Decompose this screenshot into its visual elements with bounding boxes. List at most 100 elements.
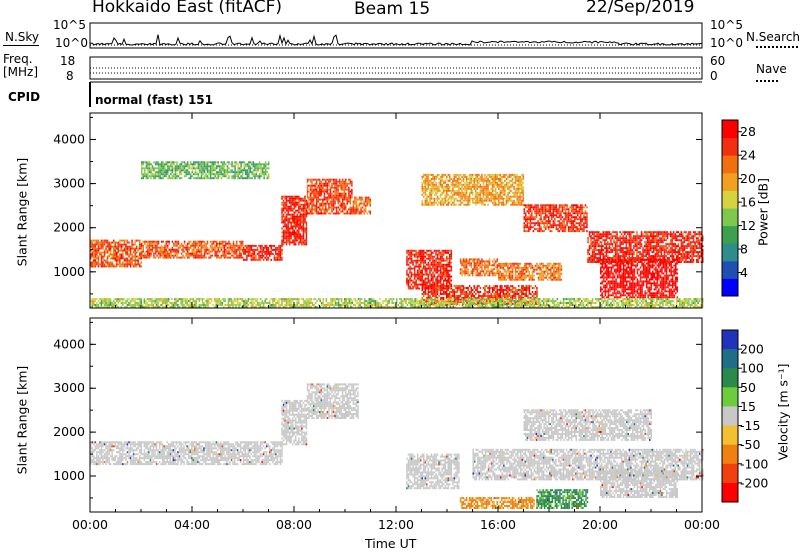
- power-cell: [285, 235, 288, 238]
- power-cell: [630, 239, 632, 242]
- power-cell: [554, 272, 557, 275]
- power-cell: [475, 185, 477, 188]
- power-cell: [485, 175, 488, 178]
- power-cell: [505, 181, 508, 184]
- power-cell: [577, 228, 579, 231]
- power-cell: [438, 187, 440, 190]
- power-cell: [554, 224, 556, 227]
- power-cell: [677, 253, 679, 256]
- power-cell: [487, 262, 489, 265]
- power-cell: [544, 218, 547, 221]
- power-cell: [341, 208, 344, 211]
- power-cell: [620, 247, 623, 250]
- power-cell: [281, 219, 283, 222]
- power-cell: [521, 201, 523, 204]
- power-cell: [639, 239, 641, 242]
- power-cell: [586, 230, 588, 233]
- power-cell: [135, 245, 138, 248]
- power-cell: [507, 274, 509, 277]
- power-cell: [599, 253, 601, 256]
- power-cell: [633, 231, 635, 234]
- power-cell: [211, 248, 213, 251]
- power-cell: [267, 248, 269, 251]
- power-cell: [587, 257, 589, 259]
- power-cell: [144, 242, 146, 245]
- power-cell: [450, 269, 453, 272]
- power-cell: [293, 207, 295, 210]
- power-cell: [105, 249, 107, 252]
- power-cell: [468, 195, 471, 198]
- power-cell: [447, 197, 449, 200]
- power-cell: [103, 243, 106, 246]
- power-cell: [625, 239, 627, 242]
- power-cell: [672, 249, 675, 252]
- power-cell: [439, 261, 442, 264]
- power-cell: [598, 239, 600, 242]
- power-cell: [636, 245, 638, 248]
- power-cell: [519, 266, 521, 269]
- power-cell: [265, 252, 268, 255]
- power-cell: [501, 175, 503, 178]
- power-cell: [217, 254, 219, 257]
- power-cell: [590, 241, 592, 244]
- power-cell: [421, 181, 423, 184]
- power-cell: [449, 283, 451, 286]
- power-cell: [470, 175, 472, 178]
- power-cell: [610, 288, 613, 291]
- power-cell: [472, 268, 474, 271]
- power-cell: [348, 200, 350, 203]
- power-cell: [572, 222, 574, 225]
- power-cell: [685, 251, 687, 254]
- power-cell: [106, 257, 109, 260]
- power-cell: [304, 209, 306, 212]
- power-cell: [668, 249, 670, 252]
- power-cell: [290, 241, 292, 244]
- station-title: Hokkaido East (fitACF): [92, 0, 283, 17]
- power-cell: [520, 268, 523, 271]
- power-cell: [447, 189, 449, 192]
- power-cell: [432, 263, 434, 266]
- power-cell: [247, 252, 250, 255]
- power-cell: [700, 231, 702, 234]
- power-cell: [609, 276, 611, 279]
- power-cell: [511, 195, 514, 198]
- power-cell: [493, 203, 495, 206]
- power-cell: [427, 267, 430, 270]
- power-cell: [516, 191, 518, 194]
- power-cell: [354, 200, 356, 203]
- power-cell: [685, 255, 687, 258]
- power-cell: [610, 276, 613, 279]
- power-cell: [418, 269, 420, 272]
- power-cell: [132, 265, 135, 268]
- power-cell: [304, 195, 306, 198]
- power-cell: [566, 212, 568, 215]
- power-cell: [452, 187, 454, 190]
- power-cell: [700, 261, 702, 263]
- power-cell: [132, 247, 135, 250]
- power-cell: [420, 253, 422, 256]
- power-cell: [315, 186, 318, 189]
- power-cell: [285, 223, 288, 226]
- power-cell: [491, 181, 494, 184]
- power-cell: [407, 287, 410, 290]
- power-cell: [462, 183, 465, 186]
- power-cell: [567, 230, 570, 233]
- power-cell: [208, 248, 210, 251]
- power-cell: [470, 197, 472, 200]
- power-cell: [575, 230, 577, 233]
- power-cell: [432, 251, 434, 254]
- power-cell: [577, 226, 579, 229]
- power-cell: [296, 215, 298, 218]
- power-cell: [150, 242, 152, 245]
- power-cell: [285, 231, 288, 234]
- power-cell: [282, 207, 285, 210]
- power-cell: [246, 256, 248, 259]
- power-cell: [572, 220, 574, 223]
- power-cell: [360, 210, 362, 213]
- power-cell: [517, 276, 520, 279]
- power-cell: [309, 198, 312, 201]
- power-band: [306, 178, 353, 215]
- power-cell: [491, 173, 494, 176]
- power-cell: [407, 263, 410, 266]
- power-cell: [216, 250, 218, 253]
